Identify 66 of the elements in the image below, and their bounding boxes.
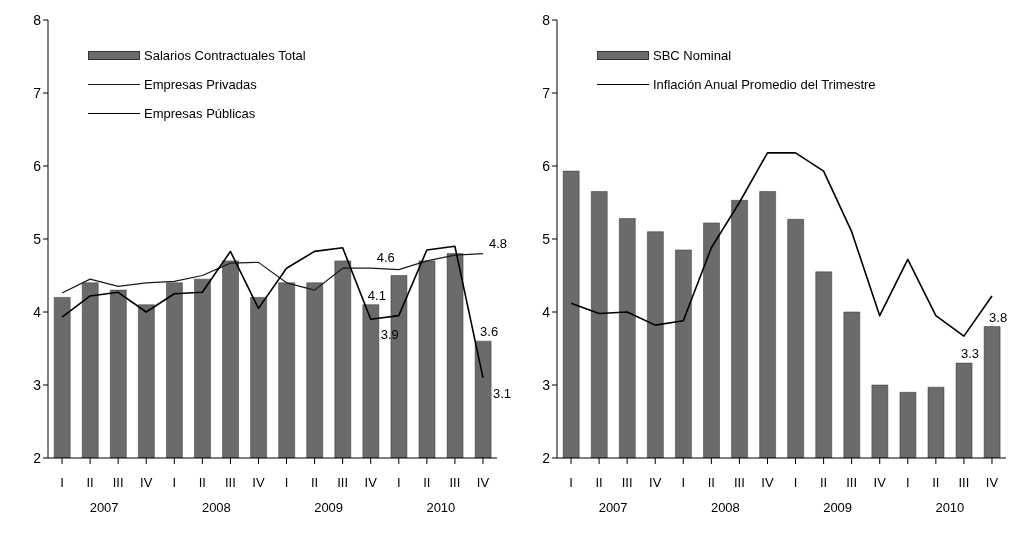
x-tick-label: IV — [364, 475, 378, 491]
data-label: 3.6 — [480, 324, 499, 340]
y-tick-label: 7 — [33, 84, 42, 101]
x-tick-label: I — [284, 475, 289, 491]
x-tick-label: IV — [761, 475, 774, 491]
data-label: 4.1 — [367, 287, 386, 303]
y-tick-label: 8 — [33, 11, 42, 28]
y-tick-label: 8 — [542, 11, 551, 28]
x-tick-label: IV — [649, 475, 662, 491]
x-tick-label: II — [86, 475, 94, 491]
y-tick-label: 3 — [542, 376, 551, 393]
text: 2010 — [934, 500, 966, 515]
data-label: 3.1 — [492, 385, 512, 401]
x-tick-label: III — [224, 475, 236, 491]
x-tick-label: I — [681, 475, 686, 491]
text: 2008 — [709, 500, 741, 515]
x-tick-label: I — [793, 475, 798, 491]
data-label: 4.6 — [376, 250, 395, 266]
text: 2008 — [200, 500, 232, 515]
x-tick-label: I — [905, 475, 910, 491]
x-tick-label: II — [310, 475, 319, 491]
y-tick-label: 5 — [33, 230, 42, 247]
legend-label: Salarios Contractuales Total — [144, 48, 306, 63]
text: 2009 — [313, 500, 345, 515]
y-tick-label: 2 — [33, 449, 42, 466]
y-tick-label: 2 — [542, 449, 551, 466]
x-tick-label: III — [337, 475, 349, 491]
y-tick-label: 4 — [33, 303, 42, 320]
y-tick-label: 5 — [542, 230, 551, 247]
legend-label: Inflación Anual Promedio del Trimestre — [653, 77, 876, 92]
x-tick-label: IV — [140, 475, 153, 491]
x-tick-label: III — [621, 475, 633, 491]
y-tick-label: 7 — [542, 84, 551, 101]
y-tick-label: 6 — [33, 157, 42, 174]
x-tick-label: IV — [873, 475, 887, 491]
x-tick-label: II — [819, 475, 828, 491]
x-tick-label: II — [423, 475, 431, 491]
data-label: 3.3 — [961, 346, 980, 362]
legend-label: Empresas Privadas — [144, 77, 257, 92]
x-tick-label: II — [595, 475, 603, 491]
x-tick-label: III — [112, 475, 124, 491]
text: 2007 — [88, 500, 120, 515]
x-tick-label: II — [932, 475, 940, 491]
y-tick-label: 4 — [542, 303, 551, 320]
x-tick-label: III — [846, 475, 858, 491]
legend-label: Empresas Públicas — [144, 106, 256, 121]
y-tick-label: 6 — [542, 157, 551, 174]
text: 2007 — [597, 500, 629, 515]
legend-label: SBC Nominal — [653, 48, 732, 63]
y-tick-label: 3 — [33, 376, 42, 393]
x-tick-label: III — [958, 475, 970, 491]
x-tick-label: IV — [252, 475, 265, 491]
text: 2009 — [822, 500, 854, 515]
x-tick-label: III — [733, 475, 745, 491]
x-tick-label: IV — [476, 475, 490, 491]
data-label: 3.8 — [989, 309, 1008, 325]
x-tick-label: III — [449, 475, 461, 491]
x-tick-label: I — [569, 475, 573, 491]
x-tick-label: I — [396, 475, 401, 491]
x-tick-label: IV — [985, 475, 999, 491]
x-tick-label: I — [172, 475, 177, 491]
x-tick-label: II — [707, 475, 715, 491]
x-tick-label: I — [60, 475, 64, 491]
data-label: 4.8 — [488, 235, 508, 251]
text: 2010 — [425, 500, 457, 515]
x-tick-label: II — [198, 475, 206, 491]
